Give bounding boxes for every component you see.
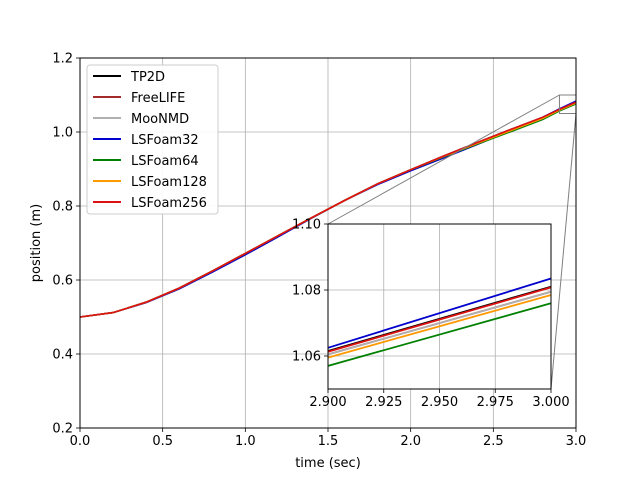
x-tick-label: 1.5 <box>318 434 339 449</box>
inset-plot: 2.900 2.925 2.950 2.975 3.000 1.06 1.08 1.10 <box>292 218 570 411</box>
legend-entry-freelife: FreeLIFE <box>131 91 185 106</box>
x-tick-label: 3.0 <box>566 434 587 449</box>
y-tick-label: 1.2 <box>52 52 73 67</box>
y-axis-label: position (m) <box>29 204 44 282</box>
x-tick-label: 0.0 <box>70 434 91 449</box>
inset-y-tick-label: 1.10 <box>292 218 321 233</box>
inset-series-line-lsfoam128 <box>327 294 552 359</box>
inset-x-tick-label: 2.900 <box>309 395 346 410</box>
legend-entry-lsfoam64: LSFoam64 <box>131 154 199 169</box>
y-tick-label: 0.4 <box>52 348 73 363</box>
series-line-lsfoam256 <box>79 101 577 318</box>
main-series <box>79 100 577 318</box>
x-tick-label: 2.5 <box>483 434 504 449</box>
legend-entry-moonmd: MooNMD <box>131 112 189 127</box>
inset-x-tick-label: 2.950 <box>421 395 458 410</box>
legend: TP2D FreeLIFE MooNMD LSFoam32 LSFoam64 LSFoam… <box>86 64 219 215</box>
legend-entry-tp2d: TP2D <box>130 70 165 85</box>
y-tick-label: 0.8 <box>52 200 73 215</box>
inset-y-tick-label: 1.06 <box>292 350 321 365</box>
inset-series-line-moonmd <box>327 290 552 356</box>
zoom-connector-line <box>327 94 560 225</box>
x-tick-label: 0.5 <box>152 434 173 449</box>
x-axis-label: time (sec) <box>295 456 361 471</box>
inset-series <box>327 277 552 367</box>
x-tick-label: 2.0 <box>400 434 421 449</box>
y-tick-label: 0.2 <box>52 422 73 437</box>
inset-y-tick-label: 1.08 <box>292 284 321 299</box>
legend-box <box>86 64 219 215</box>
inset-series-line-lsfoam256 <box>327 286 552 353</box>
main-ticks: 0.0 0.5 1.0 1.5 2.0 2.5 3.0 0.2 0.4 0.6 0.8 1.0 1.2 <box>52 52 586 450</box>
y-tick-label: 1.0 <box>52 126 73 141</box>
inset-x-tick-label: 2.925 <box>365 395 402 410</box>
inset-x-tick-label: 3.000 <box>532 395 569 410</box>
inset-x-tick-label: 2.975 <box>477 395 514 410</box>
x-tick-label: 1.0 <box>235 434 256 449</box>
legend-entry-lsfoam256: LSFoam256 <box>131 196 207 211</box>
inset-series-line-lsfoam64 <box>327 302 552 367</box>
zoom-connector-line <box>550 113 577 390</box>
y-tick-label: 0.6 <box>52 274 73 289</box>
legend-entry-lsfoam32: LSFoam32 <box>131 133 199 148</box>
inset-series-line-lsfoam32 <box>327 277 552 349</box>
legend-entry-lsfoam128: LSFoam128 <box>131 175 207 190</box>
inset-ticks: 2.900 2.925 2.950 2.975 3.000 1.06 1.08 1.10 <box>292 218 570 411</box>
